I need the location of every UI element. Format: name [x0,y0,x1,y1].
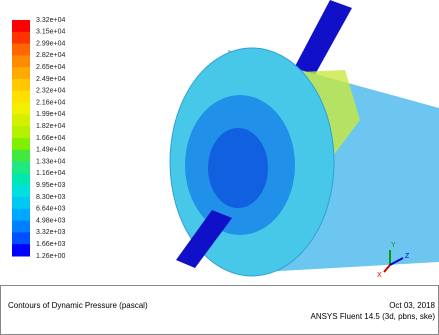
legend-label: 1.33e+04 [36,158,65,165]
axis-label: Y [391,242,396,249]
legend-label: 3.32e+03 [36,229,65,236]
legend-label: 6.64e+03 [36,206,65,213]
x-axis [384,265,390,272]
color-band [12,197,30,209]
legend-label: 2.99e+04 [36,40,65,47]
legend-label: 1.82e+04 [36,123,65,130]
legend-label: 1.16e+04 [36,170,65,177]
color-band [12,44,30,56]
color-band [12,138,30,150]
colorbar: 3.32e+04 3.15e+04 2.99e+04 2.82e+04 2.65e+04… [12,17,65,260]
face-core [208,128,268,208]
caption-title: Contours of Dynamic Pressure (pascal) [8,301,148,310]
color-band [12,79,30,91]
color-band [12,150,30,162]
color-band [12,55,30,67]
color-band [12,221,30,233]
color-band [12,244,30,256]
page: {"legend": { "labels": ["3.32e+04","3.15… [0,0,439,335]
legend-label: 2.49e+04 [36,76,65,83]
legend-label: 1.26e+00 [36,253,65,260]
legend-label: 8.30e+03 [36,194,65,201]
axis-label: X [377,272,382,279]
color-band [12,67,30,79]
color-band [12,20,30,32]
color-band [12,185,30,197]
color-band [12,126,30,138]
legend-label: 2.16e+04 [36,99,65,106]
legend-label: 4.98e+03 [36,217,65,224]
screen: Y Z X 3.32e+04 3.15e+04 2.99e+04 2.82e+04 2.… [0,0,439,335]
color-band [12,114,30,126]
caption-date: Oct 03, 2018 [389,301,435,310]
color-band [12,162,30,174]
caption-software: ANSYS Fluent 14.5 (3d, pbns, ske) [310,312,435,321]
legend-label: 3.15e+04 [36,29,65,36]
color-band [12,91,30,103]
legend-label: 1.66e+04 [36,135,65,142]
axis-label: Z [405,253,410,260]
render [170,0,439,276]
rod-top [292,0,352,80]
legend-label: 1.99e+04 [36,111,65,118]
legend-label: 9.95e+03 [36,182,65,189]
color-band [12,173,30,185]
legend-label: 1.66e+03 [36,241,65,248]
legend-label: 1.49e+04 [36,147,65,154]
color-band [12,32,30,44]
legend-label: 2.65e+04 [36,64,65,71]
color-band [12,232,30,244]
color-band [12,103,30,115]
legend-label: 3.32e+04 [36,17,65,24]
legend-label: 2.82e+04 [36,52,65,59]
legend-label: 2.32e+04 [36,88,65,95]
color-band [12,209,30,221]
